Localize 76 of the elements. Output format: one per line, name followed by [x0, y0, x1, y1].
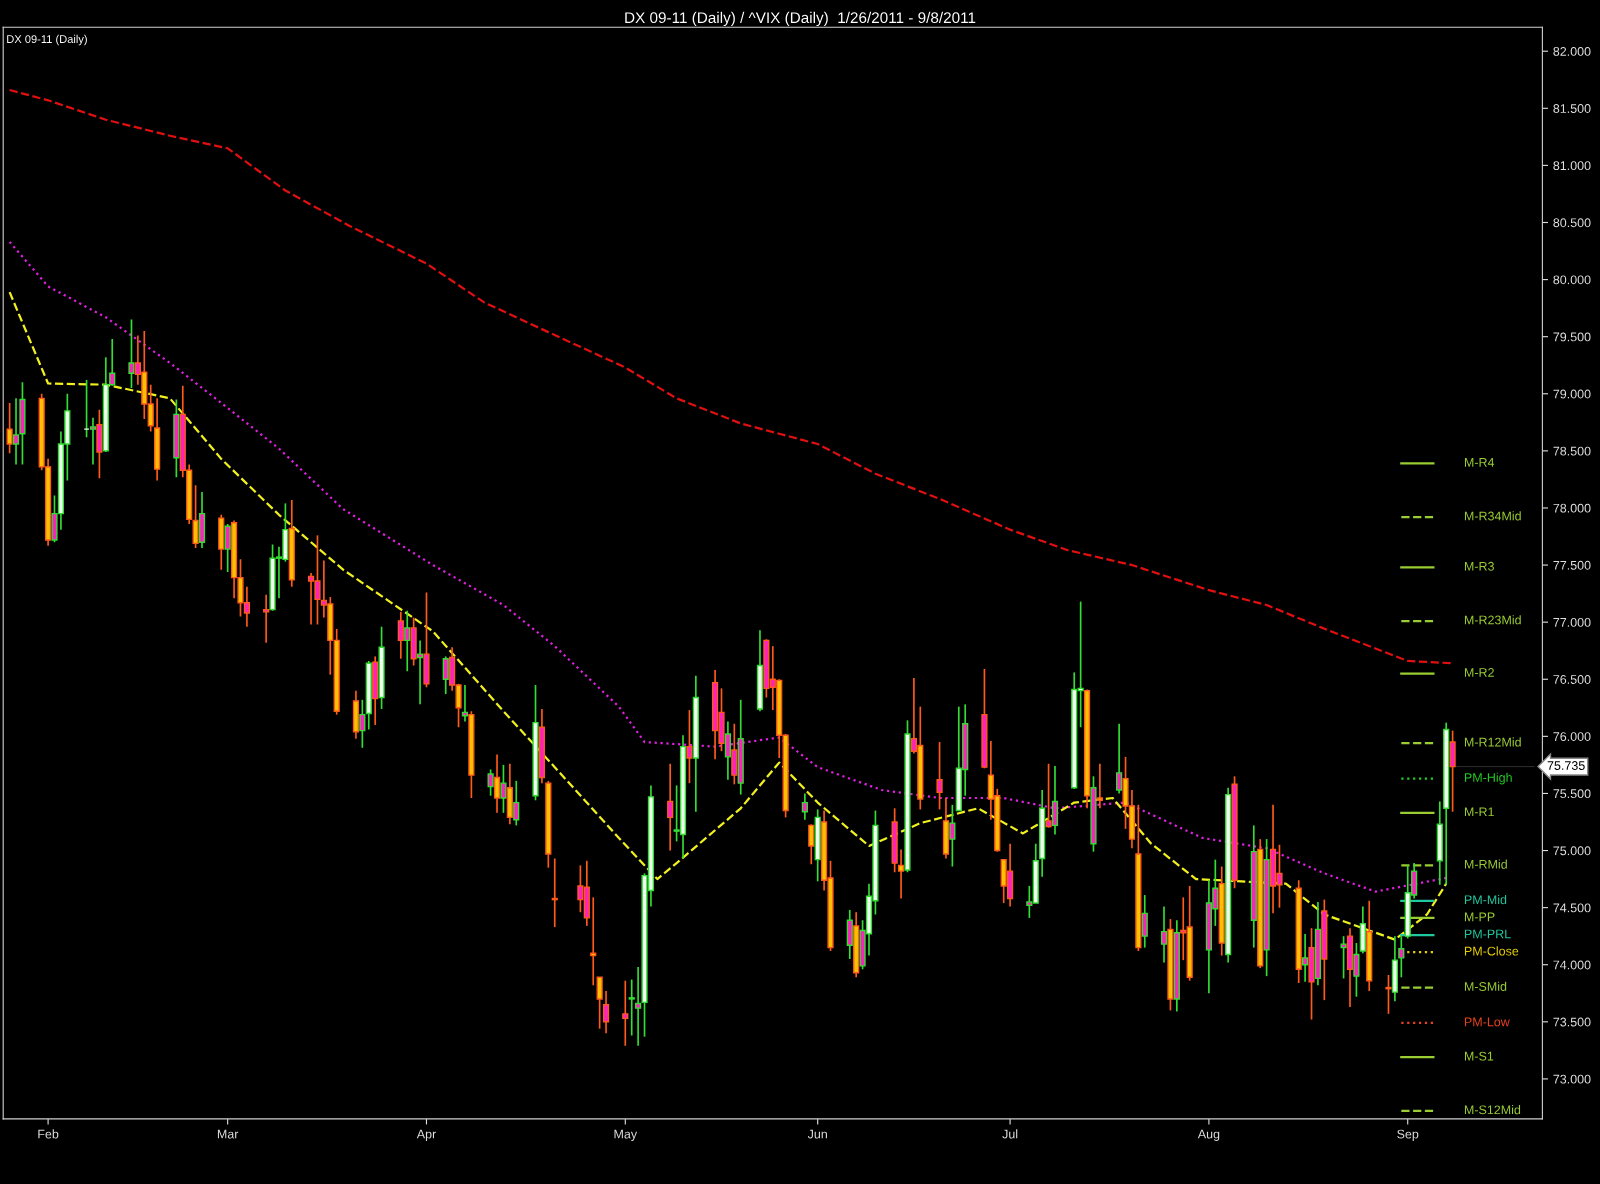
candlestick	[493, 753, 501, 814]
candlestick	[635, 966, 642, 1047]
candlestick	[487, 768, 494, 797]
text: M-R23Mid	[1464, 615, 1521, 625]
text: M-RMid	[1464, 859, 1507, 869]
candlestick	[602, 990, 610, 1035]
candlestick	[224, 523, 231, 573]
candlestick	[500, 764, 507, 814]
x-tick-label: Jul	[1002, 1129, 1018, 1139]
text: PM-Low	[1464, 1017, 1510, 1027]
y-tick-label: 80.000	[1553, 275, 1591, 285]
candlestick	[1096, 762, 1103, 810]
candlestick	[513, 780, 520, 827]
x-tick-label: Sep	[1397, 1129, 1419, 1141]
x-tick-label: Feb	[38, 1129, 59, 1139]
y-tick-label: 76.500	[1553, 675, 1591, 684]
candlestick	[1141, 894, 1148, 949]
x-tick-label: Aug	[1197, 1129, 1220, 1141]
y-tick-label: 78.000	[1553, 503, 1591, 513]
line-series	[8, 88, 1454, 665]
text: M-R4	[1464, 458, 1495, 467]
candlestick	[949, 804, 956, 868]
y-tick-label: 79.000	[1553, 389, 1591, 399]
candlestick	[628, 978, 635, 1037]
candlestick	[667, 762, 674, 852]
x-tick-label: Jun	[807, 1129, 827, 1139]
y-tick-label: 75.000	[1553, 846, 1591, 856]
x-tick-label: Mar	[217, 1129, 239, 1139]
candlestick	[622, 979, 629, 1047]
y-tick-label: 75.500	[1553, 789, 1591, 799]
text: PM-Close	[1464, 946, 1519, 956]
text: PM-Mid	[1464, 894, 1507, 905]
text: M-R34Mid	[1464, 511, 1521, 521]
candlestick	[1116, 722, 1123, 795]
candlestick	[1160, 905, 1168, 964]
chart-title: DX 09-11 (Daily) / ^VIX (Daily) 1/26/2011 - 9/8/2011	[625, 11, 976, 27]
candlestick	[596, 976, 603, 1030]
candlestick	[12, 397, 20, 466]
y-tick-label: 80.500	[1553, 218, 1591, 228]
text: PM-PRL	[1464, 929, 1511, 939]
text: M-S1	[1464, 1051, 1494, 1061]
annotation: DX 09-11 (Daily)	[7, 34, 87, 46]
candlestick	[6, 402, 13, 454]
text: PM-High	[1464, 772, 1512, 785]
y-tick-label: 79.500	[1553, 332, 1591, 342]
text: M-R12Mid	[1464, 737, 1521, 747]
text: M-S12Mid	[1464, 1105, 1521, 1115]
y-tick-label: 78.500	[1553, 446, 1591, 456]
y-tick-label: 77.000	[1553, 617, 1591, 627]
text: M-R2	[1464, 668, 1494, 677]
y-tick-label: 73.500	[1553, 1017, 1591, 1027]
candlestick	[192, 484, 199, 549]
y-tick-label: 77.500	[1553, 560, 1591, 570]
y-tick-label: 74.000	[1553, 960, 1591, 970]
y-tick-label: 74.500	[1553, 903, 1591, 913]
text: M-R3	[1464, 561, 1494, 571]
candlestick	[263, 593, 270, 644]
candlestick	[686, 709, 693, 784]
annotation: 75.735	[1547, 761, 1585, 770]
text: M-SMid	[1464, 981, 1507, 991]
y-tick-label: 76.000	[1553, 732, 1591, 741]
text: M-R1	[1464, 807, 1494, 817]
x-tick-label: Apr	[416, 1129, 436, 1141]
candlestick	[1398, 935, 1405, 979]
y-tick-label: 73.000	[1553, 1074, 1591, 1084]
candlestick	[897, 848, 905, 900]
x-tick-label: May	[614, 1129, 638, 1141]
y-tick-label: 82.000	[1553, 47, 1591, 56]
text: M-PP	[1464, 912, 1495, 922]
y-tick-label: 81.500	[1553, 104, 1591, 113]
candlestick	[936, 741, 943, 811]
y-tick-label: 81.000	[1553, 161, 1591, 171]
candlestick	[1385, 974, 1392, 1015]
candlestick	[359, 698, 366, 749]
candlestick	[808, 823, 815, 866]
candlestick	[801, 792, 808, 821]
